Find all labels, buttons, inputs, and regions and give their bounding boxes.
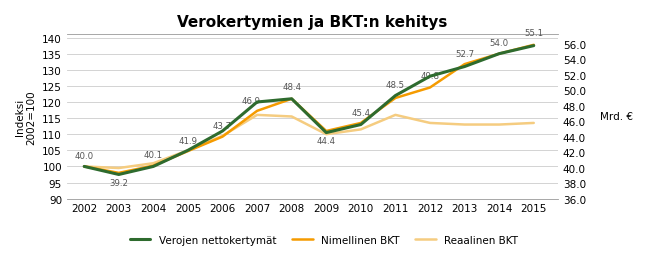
Text: 52.7: 52.7 <box>455 50 474 59</box>
Text: 45.4: 45.4 <box>351 108 371 117</box>
Text: 46.9: 46.9 <box>242 96 261 105</box>
Text: 48.5: 48.5 <box>386 81 405 89</box>
Title: Verokertymien ja BKT:n kehitys: Verokertymien ja BKT:n kehitys <box>178 15 448 30</box>
Text: 49.8: 49.8 <box>421 71 439 81</box>
Text: 54.0: 54.0 <box>490 39 509 48</box>
Text: 39.2: 39.2 <box>110 179 128 188</box>
Text: 48.4: 48.4 <box>282 83 301 92</box>
Text: 43.7: 43.7 <box>213 122 232 131</box>
Y-axis label: Mrd. €: Mrd. € <box>600 112 633 122</box>
Text: 55.1: 55.1 <box>524 29 543 38</box>
Legend: Verojen nettokertymät, Nimellinen BKT, Reaalinen BKT: Verojen nettokertymät, Nimellinen BKT, R… <box>126 231 522 249</box>
Text: 40.0: 40.0 <box>75 151 94 161</box>
Text: 41.9: 41.9 <box>178 136 198 145</box>
Text: 40.1: 40.1 <box>144 151 163 160</box>
Y-axis label: Indeksi
2002=100: Indeksi 2002=100 <box>15 90 36 144</box>
Text: 44.4: 44.4 <box>317 137 336 146</box>
